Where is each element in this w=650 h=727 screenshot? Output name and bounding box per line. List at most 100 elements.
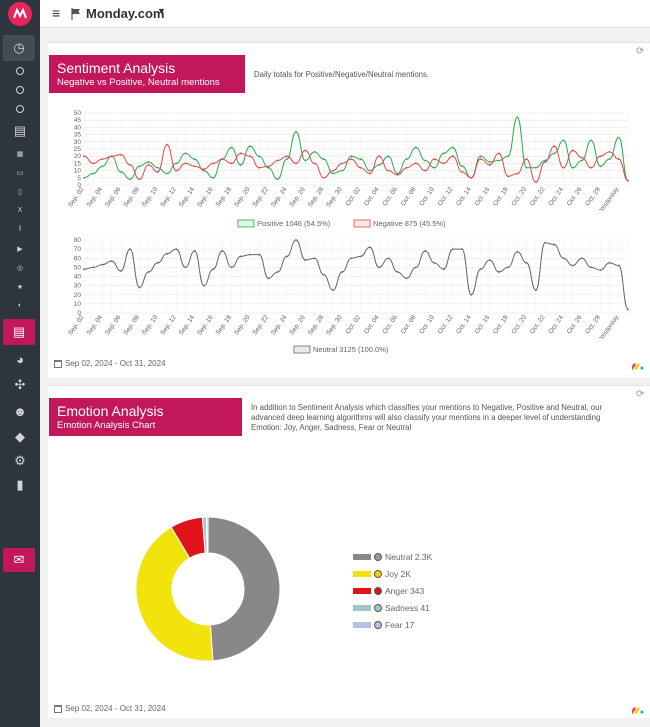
x-tick-label: Sep. 28 — [307, 314, 326, 337]
data-point — [590, 266, 593, 269]
data-point — [184, 152, 187, 155]
data-point — [627, 308, 629, 311]
data-point — [258, 155, 261, 158]
y-tick-label: 30 — [74, 283, 82, 290]
data-point — [507, 155, 510, 158]
x-tick-label: Sep. 28 — [307, 186, 326, 209]
x-tick-label: Oct. 28 — [584, 314, 602, 335]
data-point — [350, 158, 353, 160]
data-point — [387, 155, 390, 158]
x-tick-label: Sep. 22 — [251, 314, 270, 337]
legend-label: Anger 343 — [385, 585, 425, 596]
refresh-icon[interactable]: ⟳ — [636, 389, 645, 400]
data-point — [571, 166, 574, 169]
book-icon[interactable]: ▮ — [16, 477, 24, 492]
data-point — [368, 246, 371, 249]
emotion-legend-item[interactable]: Sadness 41 — [353, 599, 432, 616]
x-tick-label: Oct. 20 — [510, 314, 528, 335]
data-point — [405, 277, 408, 280]
data-point — [147, 161, 150, 163]
network-icon[interactable]: ✣ — [14, 377, 26, 392]
data-point — [378, 163, 380, 166]
x-icon[interactable]: X — [17, 207, 23, 214]
data-point — [156, 171, 159, 173]
data-point — [202, 284, 205, 287]
tags-icon[interactable]: ◆ — [15, 429, 25, 444]
sentiment-description: Daily totals for Positive/Negative/Neutr… — [254, 70, 430, 79]
sidebar-item-2-icon[interactable] — [0, 80, 40, 99]
emotion-legend-item[interactable]: Joy 2K — [353, 565, 432, 582]
data-point — [313, 257, 316, 260]
data-point — [83, 268, 85, 271]
caret-down-icon[interactable]: ▼ — [157, 6, 166, 16]
data-point — [608, 150, 611, 153]
dashboard-icon[interactable]: ◷ — [3, 35, 35, 61]
data-point — [562, 166, 565, 169]
series-line — [83, 239, 629, 310]
document-icon[interactable]: ▯ — [18, 188, 22, 196]
facebook-icon[interactable]: f — [19, 226, 21, 233]
top-bar: ≡ Monday.com ▼ — [40, 0, 650, 28]
x-tick-label: Oct. 04 — [363, 186, 381, 207]
data-point — [110, 260, 113, 262]
news-icon[interactable]: ▦ — [16, 150, 24, 158]
y-tick-label: 40 — [74, 124, 82, 131]
youtube-icon[interactable]: ▶ — [17, 245, 23, 253]
monday-logo-icon — [632, 363, 644, 370]
donut-slice — [205, 516, 209, 554]
data-point — [230, 146, 233, 149]
app-logo[interactable] — [8, 2, 32, 26]
y-tick-label: 0 — [77, 182, 81, 189]
data-point — [405, 158, 408, 160]
legend-label: Fear 17 — [385, 619, 415, 630]
data-point — [534, 289, 537, 292]
users-icon[interactable]: ☻ — [13, 403, 27, 419]
sidebar-item-3-icon[interactable] — [0, 99, 40, 118]
data-point — [627, 179, 629, 182]
refresh-icon[interactable]: ⟳ — [636, 46, 645, 57]
data-point — [129, 163, 132, 166]
legend-swatch — [353, 587, 371, 594]
x-tick-label: Sep. 08 — [122, 314, 141, 337]
y-tick-label: 30 — [74, 139, 82, 146]
star-icon[interactable]: ★ — [16, 283, 24, 291]
emotion-legend-item[interactable]: Neutral 2.3K — [353, 548, 432, 565]
report-icon[interactable]: ▤ — [3, 319, 35, 345]
contrast-icon[interactable]: ◐ — [17, 302, 23, 309]
emotion-legend-item[interactable]: Anger 343 — [353, 582, 432, 599]
data-point — [553, 243, 556, 246]
emotion-description: In addition to Sentiment Analysis which … — [251, 403, 603, 432]
data-point — [571, 149, 574, 152]
legend-swatch — [353, 604, 371, 611]
data-point — [249, 253, 251, 256]
data-point — [479, 155, 482, 158]
menu-toggle-icon[interactable]: ≡ — [52, 5, 61, 21]
y-tick-label: 80 — [74, 237, 82, 244]
x-tick-label: Oct. 24 — [547, 186, 565, 207]
emoji-face-icon — [374, 569, 382, 578]
y-tick-label: 15 — [74, 160, 82, 167]
data-point — [239, 163, 242, 166]
emotion-date-footer: Sep 02, 2024 - Oct 31, 2024 — [54, 704, 166, 713]
data-point — [470, 293, 473, 296]
settings-icon[interactable]: ⚙ — [14, 453, 26, 468]
data-point — [534, 166, 537, 169]
comments-icon[interactable]: ▤ — [13, 123, 27, 138]
data-point — [193, 250, 196, 252]
sidebar-item-1-icon[interactable] — [0, 61, 40, 80]
data-point — [221, 250, 224, 252]
x-tick-label: Sep. 14 — [178, 314, 197, 337]
chat-icon[interactable]: ✉ — [3, 548, 35, 572]
brand-dropdown[interactable]: Monday.com — [86, 6, 165, 21]
legend-label: Neutral 2.3K — [385, 551, 433, 562]
x-tick-label: Sep. 02 — [67, 314, 86, 337]
instagram-icon[interactable]: ◎ — [16, 264, 24, 272]
series-line — [83, 144, 629, 183]
x-tick-label: Oct. 26 — [566, 186, 584, 207]
inbox-icon[interactable]: ▭ — [16, 169, 24, 177]
x-tick-label: Sep. 06 — [104, 186, 123, 209]
data-point — [461, 171, 463, 173]
legend-swatch — [353, 570, 371, 577]
emotion-legend-item[interactable]: Fear 17 — [353, 616, 432, 633]
pie-chart-icon[interactable]: ◕ — [16, 351, 24, 367]
